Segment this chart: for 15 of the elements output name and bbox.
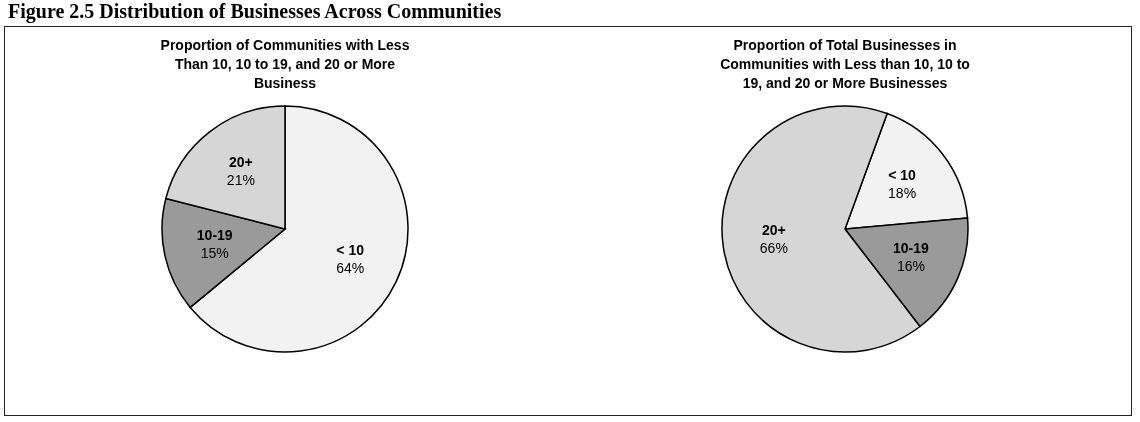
- data-label: 15%: [200, 244, 229, 261]
- chart-title: Proportion of Total Businesses in Communities with Less than 10, 10 to 19, and 20 or More Businesses: [720, 37, 970, 91]
- caption: Figure 2.5 Distribution of Businesses Across Communities: [7, 0, 503, 24]
- slice-label: 10-19: [196, 226, 233, 243]
- data-label: 18%: [888, 185, 917, 202]
- data-label: 66%: [759, 239, 788, 256]
- slice-label: < 10: [336, 241, 365, 258]
- slice-label: < 10: [888, 167, 917, 184]
- slice-label: 10-19: [893, 239, 930, 256]
- slice-label: 20+: [229, 154, 253, 171]
- data-label: 21%: [226, 172, 255, 189]
- chart-title: Proportion of Communities with Less Than 10, 10 to 19, and 20 or More Business: [160, 37, 410, 91]
- data-label: 64%: [336, 259, 365, 276]
- data-label: 16%: [896, 257, 925, 274]
- slice-label: 20+: [761, 221, 786, 238]
